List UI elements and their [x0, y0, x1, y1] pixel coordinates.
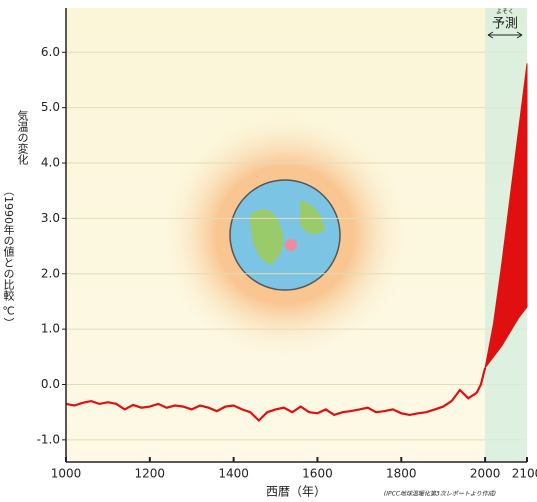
- source-note: (IPCC地球温暖化第3次レポートより作成): [384, 490, 496, 498]
- y-tick-label: 1.0: [41, 322, 60, 336]
- y-axis-label: 気温の変化: [16, 109, 29, 166]
- x-tick-label: 2000: [470, 467, 501, 481]
- y-tick-label: 4.0: [41, 156, 60, 170]
- forecast-label: 予測: [492, 17, 518, 32]
- y-tick-label: -1.0: [37, 432, 60, 446]
- y-axis-label: （1990年の値との比較 ℃）: [2, 185, 15, 329]
- x-tick-label: 1800: [386, 467, 417, 481]
- x-axis-label: 西暦（年）: [266, 485, 326, 499]
- x-tick-label: 1000: [51, 467, 82, 481]
- y-tick-label: 0.0: [41, 377, 60, 391]
- x-tick-label: 1400: [218, 467, 249, 481]
- illustration: [160, 110, 410, 360]
- forecast-ruby: よそく: [496, 9, 514, 16]
- y-tick-label: 3.0: [41, 211, 60, 225]
- x-tick-label: 1200: [135, 467, 166, 481]
- x-tick-label: 1600: [302, 467, 333, 481]
- y-tick-label: 2.0: [41, 266, 60, 280]
- y-tick-label: 6.0: [41, 45, 60, 59]
- y-tick-label: 5.0: [41, 100, 60, 114]
- x-tick-label: 2100: [512, 467, 537, 481]
- chart: 西暦（年） (IPCC地球温暖化第3次レポートより作成) 気温の変化 （1990…: [0, 0, 537, 502]
